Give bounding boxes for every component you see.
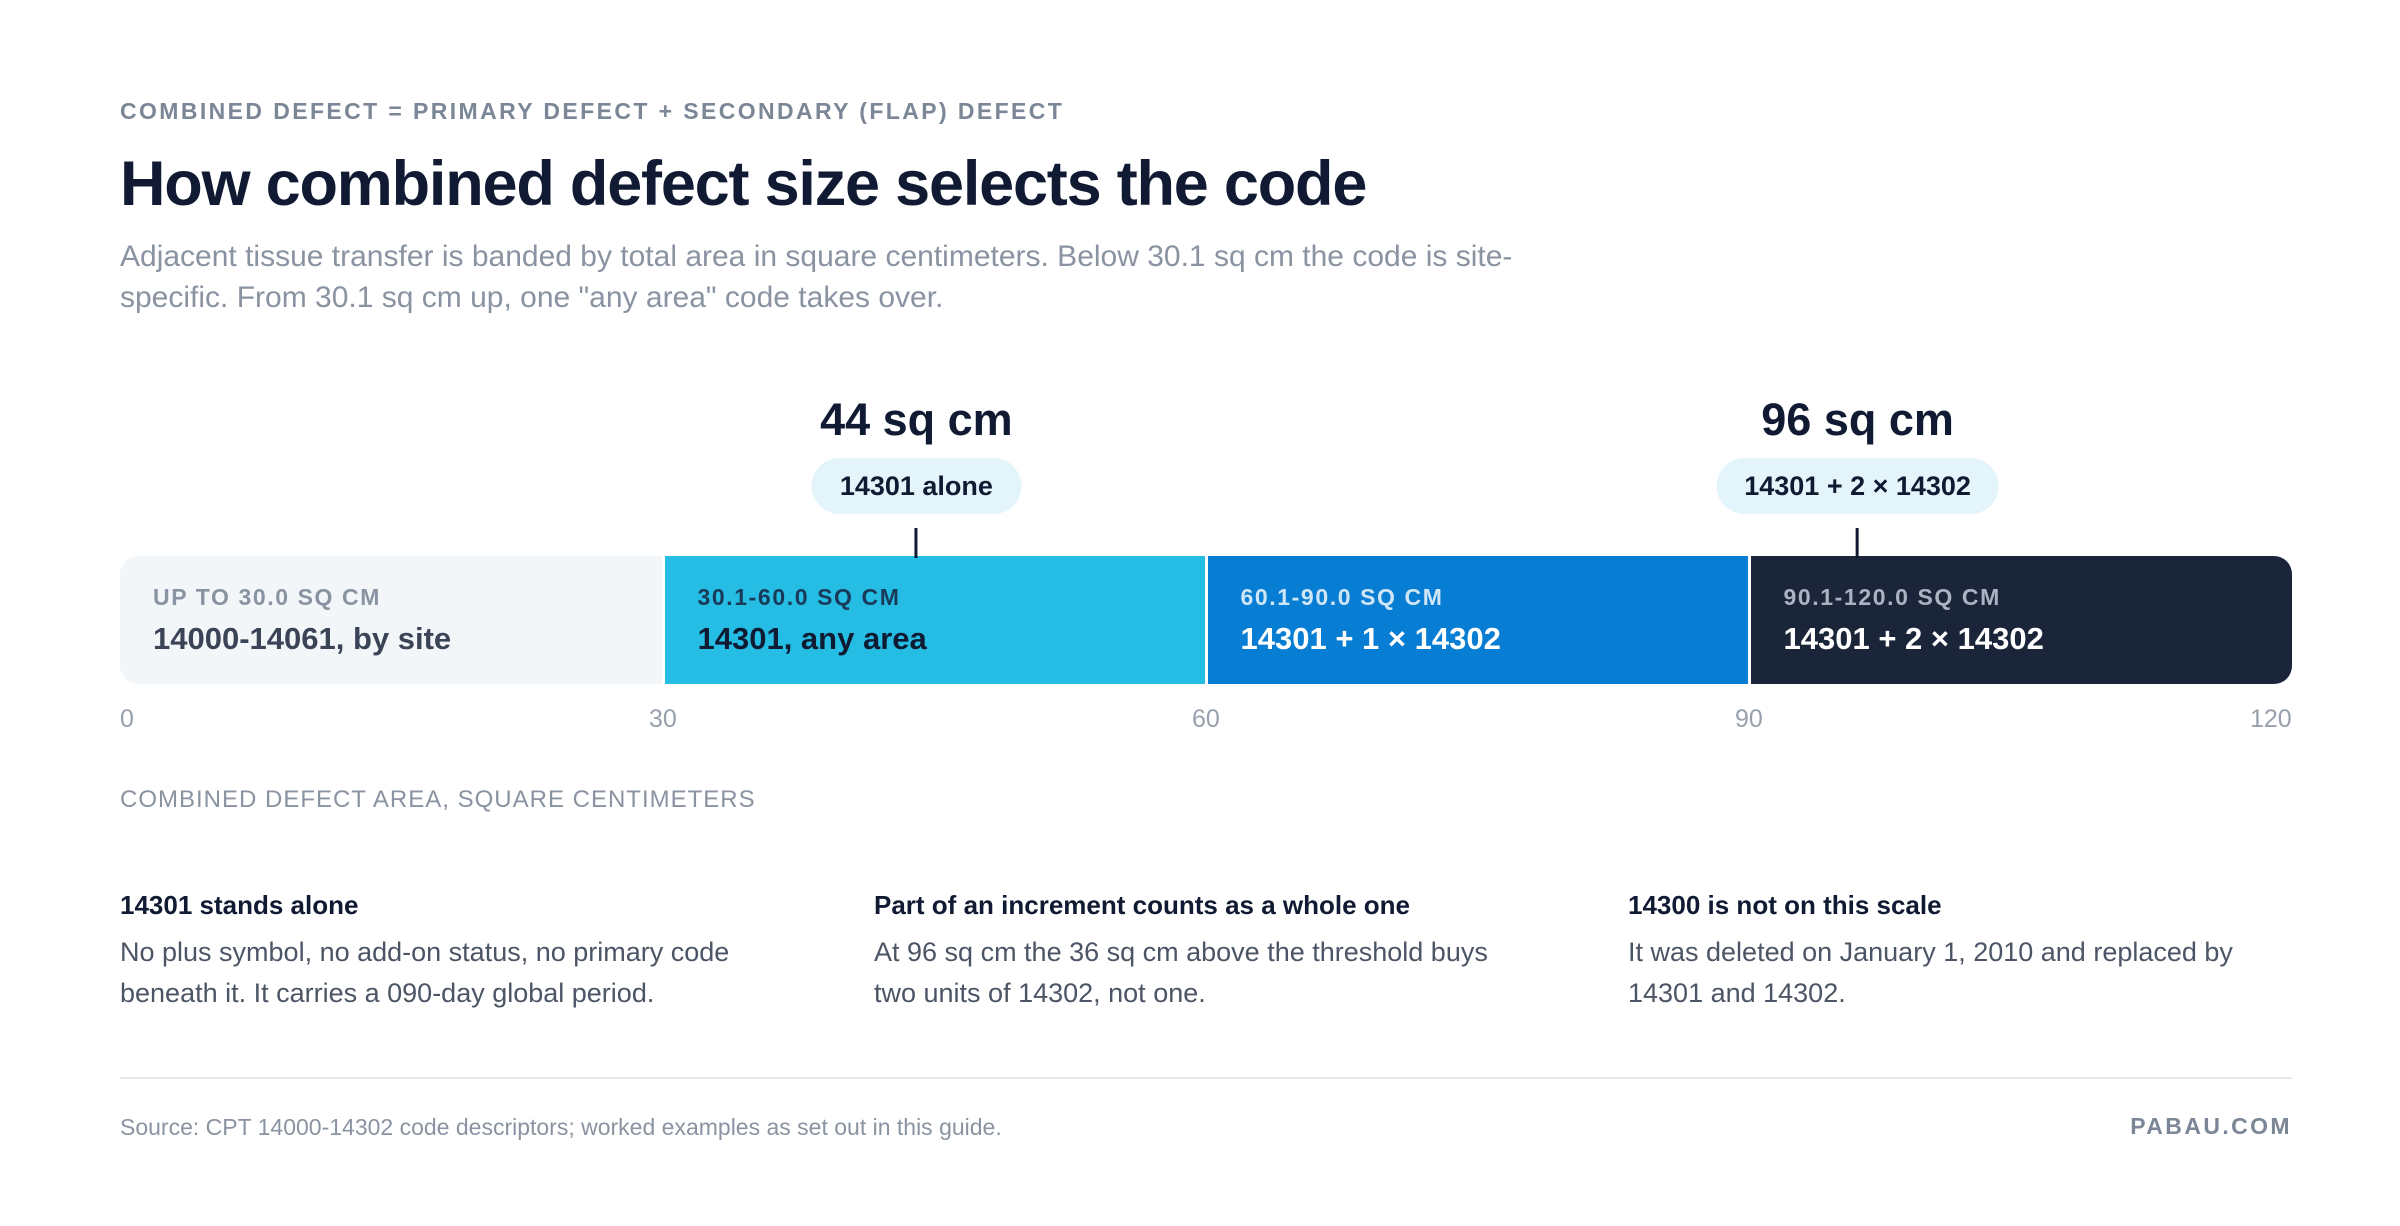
note-increment-rounding: Part of an increment counts as a whole o… [874, 888, 1534, 1014]
note-body: No plus symbol, no add-on status, no pri… [120, 937, 730, 1008]
band-code-label: 14301 + 1 × 14302 [1240, 621, 1501, 656]
band-bar: UP TO 30.0 SQ CM 14000-14061, by site 30.1… [120, 556, 2292, 684]
band-range-label: 30.1-60.0 SQ CM [697, 584, 901, 610]
band-code-label: 14301 + 2 × 14302 [1783, 621, 2044, 656]
brand-link[interactable]: PABAU.COM [2130, 1113, 2292, 1139]
marker-code-pill: 14301 + 2 × 14302 [1716, 458, 1999, 514]
tick-label-90: 90 [1735, 705, 1763, 733]
marker-44-sq-cm: 44 sq cm 14301 alone [811, 390, 1021, 558]
tick-label-30: 30 [649, 705, 677, 733]
note-14301-stands-alone: 14301 stands alone No plus symbol, no ad… [120, 888, 780, 1014]
marker-tick [914, 528, 918, 558]
scale-axis: 0 30 60 90 120 [120, 705, 2292, 735]
tick-label-60: 60 [1192, 705, 1220, 733]
defect-size-scale: UP TO 30.0 SQ CM 14000-14061, by site 30.1… [120, 390, 2292, 733]
footer-divider [120, 1077, 2292, 1079]
page-subtitle: Adjacent tissue transfer is banded by to… [120, 240, 1513, 314]
band-code-label: 14301, any area [697, 621, 927, 656]
page-title: How combined defect size selects the cod… [120, 149, 1367, 219]
band-30-60: 30.1-60.0 SQ CM 14301, any area [664, 556, 1205, 684]
note-14300-deleted: 14300 is not on this scale It was delete… [1628, 888, 2288, 1014]
tick-label-0: 0 [120, 705, 134, 733]
marker-96-sq-cm: 96 sq cm 14301 + 2 × 14302 [1716, 390, 1999, 558]
band-range-label: 60.1-90.0 SQ CM [1240, 584, 1444, 610]
marker-tick [1856, 528, 1860, 558]
marker-code-pill: 14301 alone [811, 458, 1021, 514]
note-body: It was deleted on January 1, 2010 and re… [1628, 937, 2233, 1008]
eyebrow: COMBINED DEFECT = PRIMARY DEFECT + SECON… [120, 98, 1065, 124]
note-title: Part of an increment counts as a whole o… [874, 890, 1411, 920]
tick-label-120: 120 [2250, 705, 2292, 733]
band-range-label: 90.1-120.0 SQ CM [1783, 584, 2001, 610]
band-90-120: 90.1-120.0 SQ CM 14301 + 2 × 14302 [1750, 556, 2292, 684]
source-note: Source: CPT 14000-14302 code descriptors… [120, 1114, 1002, 1140]
note-title: 14300 is not on this scale [1628, 890, 1942, 920]
note-body: At 96 sq cm the 36 sq cm above the thres… [874, 937, 1488, 1008]
band-code-label: 14000-14061, by site [153, 621, 452, 656]
axis-title: COMBINED DEFECT AREA, SQUARE CENTIMETERS [120, 786, 756, 813]
marker-value: 96 sq cm [1761, 394, 1954, 445]
band-0-30: UP TO 30.0 SQ CM 14000-14061, by site [120, 556, 662, 684]
marker-value: 44 sq cm [820, 394, 1013, 445]
band-range-label: UP TO 30.0 SQ CM [153, 584, 381, 610]
infographic: COMBINED DEFECT = PRIMARY DEFECT + SECON… [120, 0, 2292, 1226]
note-title: 14301 stands alone [120, 890, 359, 920]
band-60-90: 60.1-90.0 SQ CM 14301 + 1 × 14302 [1207, 556, 1748, 684]
